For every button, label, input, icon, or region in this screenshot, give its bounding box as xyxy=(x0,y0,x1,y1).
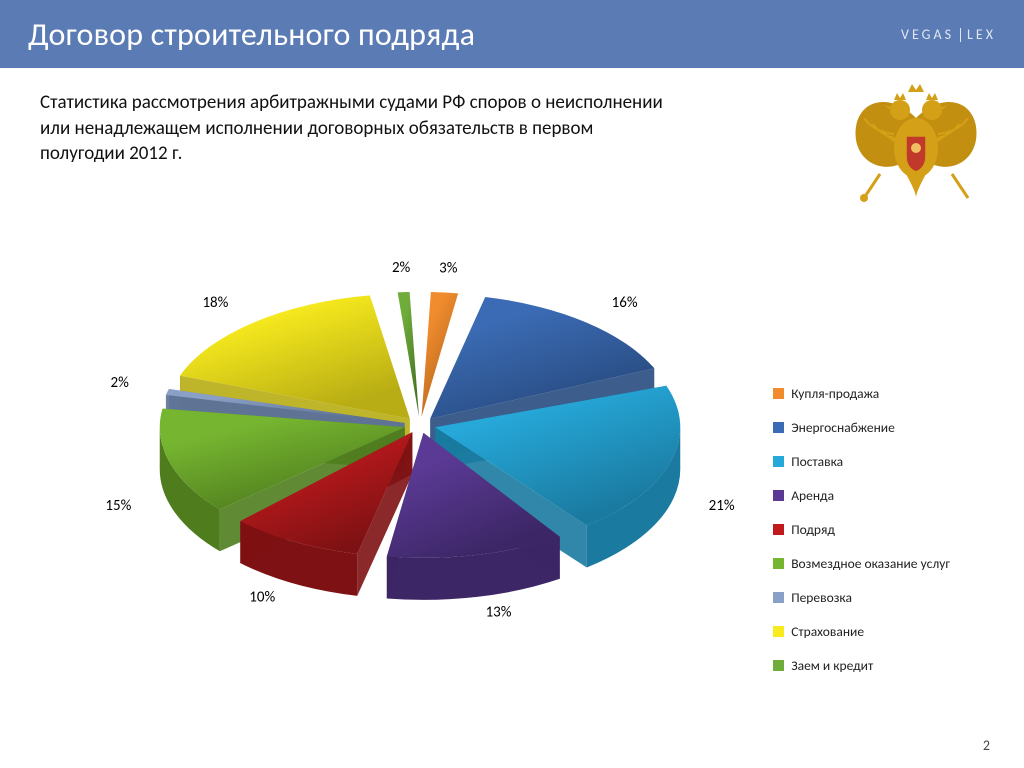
legend-item: Аренда xyxy=(773,487,950,504)
brand-logo: VEGAS LEX xyxy=(876,9,996,60)
legend-swatch xyxy=(773,490,784,501)
pie-svg: 3% 16% 21% 13% 10% 15% 2% 18% 2% xyxy=(80,185,780,655)
slice-label: 16% xyxy=(612,294,638,312)
legend-label: Заем и кредит xyxy=(791,657,873,674)
subtitle-text: Статистика рассмотрения арбитражными суд… xyxy=(40,90,680,167)
legend-swatch xyxy=(773,388,784,399)
brand-right: LEX xyxy=(967,26,996,43)
brand-left: VEGAS xyxy=(901,26,954,43)
legend-label: Аренда xyxy=(791,487,834,504)
legend-label: Перевозка xyxy=(791,589,852,606)
legend-item: Поставка xyxy=(773,453,950,470)
legend-item: Купля-продажа xyxy=(773,385,950,402)
legend-label: Купля-продажа xyxy=(791,385,879,402)
legend-swatch xyxy=(773,422,784,433)
slice-label: 3% xyxy=(439,259,458,277)
slice-label: 21% xyxy=(709,497,735,515)
slice-label: 2% xyxy=(110,374,129,392)
brand-separator xyxy=(960,28,961,42)
legend-item: Возмездное оказание услуг xyxy=(773,555,950,572)
legend-swatch xyxy=(773,626,784,637)
legend-item: Энергоснабжение xyxy=(773,419,950,436)
legend-label: Возмездное оказание услуг xyxy=(791,555,950,572)
slice-label: 18% xyxy=(202,294,228,312)
legend-swatch xyxy=(773,456,784,467)
legend-swatch xyxy=(773,592,784,603)
page-number: 2 xyxy=(983,737,990,754)
slice-label: 2% xyxy=(392,259,411,277)
legend-label: Подряд xyxy=(791,521,835,538)
legend-swatch xyxy=(773,558,784,569)
legend-item: Подряд xyxy=(773,521,950,538)
slice-label: 13% xyxy=(486,604,512,622)
title-bar: Договор строительного подряда VEGAS LEX xyxy=(0,0,1024,68)
pie-chart: 3% 16% 21% 13% 10% 15% 2% 18% 2% Купля-продажа Эн… xyxy=(40,185,984,645)
legend-swatch xyxy=(773,660,784,671)
slice-label: 15% xyxy=(105,497,131,515)
legend-label: Страхование xyxy=(791,623,864,640)
legend-label: Энергоснабжение xyxy=(791,419,895,436)
legend: Купля-продажа Энергоснабжение Поставка Арен… xyxy=(773,385,950,691)
legend-item: Страхование xyxy=(773,623,950,640)
legend-label: Поставка xyxy=(791,453,843,470)
legend-item: Заем и кредит xyxy=(773,657,950,674)
page-title: Договор строительного подряда xyxy=(28,15,475,54)
legend-swatch xyxy=(773,524,784,535)
legend-item: Перевозка xyxy=(773,589,950,606)
slice-label: 10% xyxy=(249,588,275,606)
